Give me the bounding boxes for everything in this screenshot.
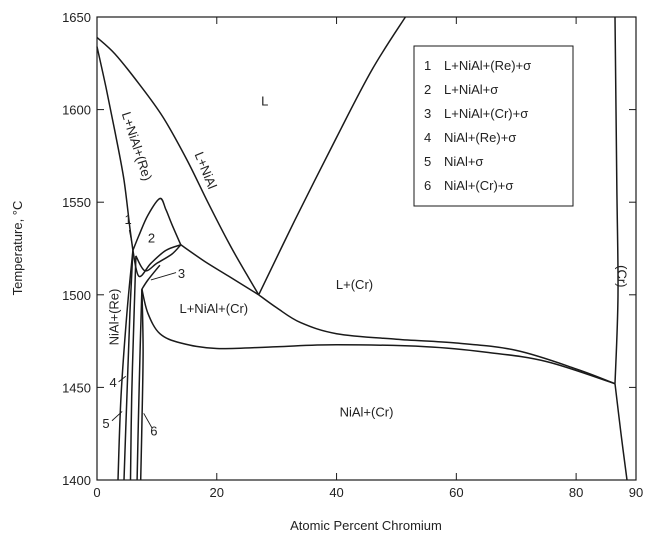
leader-1-line: [128, 229, 134, 249]
phase-boundary-liquidus-inner: [96, 46, 134, 251]
y-tick-label: 1500: [62, 288, 91, 303]
legend-entry-label: L+NiAl+(Cr)+σ: [444, 106, 528, 121]
leader-3-line: [150, 272, 177, 281]
region-label: L+NiAl+(Cr): [179, 301, 248, 316]
leader-6-line: [143, 413, 153, 429]
x-axis-title: Atomic Percent Chromium: [290, 518, 442, 533]
region-label: L+NiAl: [192, 150, 220, 192]
y-tick-label: 1550: [62, 195, 91, 210]
legend-entry-number: 3: [424, 106, 431, 121]
region-number-4: 4: [110, 375, 117, 390]
legend-entry-number: 6: [424, 178, 431, 193]
phase-boundary-sigma-3: [141, 264, 161, 290]
region-label: L+(Cr): [336, 277, 373, 292]
phase-boundary-boundary-v2: [123, 250, 134, 481]
x-tick-label: 20: [210, 485, 224, 500]
region-number-6: 6: [150, 423, 157, 438]
legend-entry-number: 4: [424, 130, 431, 145]
region-number-1: 1: [125, 212, 132, 227]
x-tick-label: 40: [329, 485, 343, 500]
phase-boundary-L-NiAl-Cr-upper: [180, 244, 260, 296]
phase-boundary-boundary-v1: [117, 250, 134, 481]
y-tick-label: 1450: [62, 380, 91, 395]
y-tick-label: 1400: [62, 473, 91, 488]
y-axis-title: Temperature, °C: [10, 201, 25, 296]
legend-entry-label: NiAl+(Cr)+σ: [444, 178, 513, 193]
legend-entry-number: 1: [424, 58, 431, 73]
region-label: L: [261, 94, 268, 109]
phase-boundary-L-Cr-liquidus: [258, 16, 407, 296]
phase-boundary-boundary-v3: [129, 255, 137, 481]
y-tick-label: 1600: [62, 103, 91, 118]
legend: 1 L+NiAl+(Re)+σ 2 L+NiAl+σ 3 L+NiAl+(Cr)+σ 4 Ni…: [413, 45, 574, 207]
legend-entry-label: L+NiAl+σ: [444, 82, 498, 97]
phase-boundary-Cr-phase-left: [614, 16, 619, 384]
x-tick-label: 0: [93, 485, 100, 500]
region-label: L+NiAl+(Re): [119, 110, 155, 183]
legend-entry-number: 2: [424, 82, 431, 97]
phase-boundary-sigma-2: [135, 244, 182, 272]
region-label: NiAl+(Cr): [340, 405, 394, 420]
legend-entry-number: 5: [424, 154, 431, 169]
plot-frame: [96, 16, 637, 481]
region-number-5: 5: [102, 416, 109, 431]
x-tick-label: 60: [449, 485, 463, 500]
region-label: (Cr): [615, 265, 630, 287]
legend-entry-label: NiAl+σ: [444, 154, 483, 169]
leader-5-line: [111, 411, 123, 422]
region-label: NiAl+(Re): [106, 289, 121, 346]
x-tick-label: 80: [569, 485, 583, 500]
region-number-3: 3: [178, 266, 185, 281]
phase-boundary-sigma-1: [132, 244, 182, 278]
phase-boundary-liquidus-outer: [96, 36, 260, 296]
phase-boundary-boundary-v4: [136, 289, 143, 481]
y-tick-label: 1650: [62, 10, 91, 25]
phase-boundary-Cr-phase-right: [614, 383, 628, 481]
phase-boundary-L-Cr-solidus: [258, 294, 616, 385]
legend-entry-label: NiAl+(Re)+σ: [444, 130, 516, 145]
leader-4-line: [118, 375, 127, 383]
region-number-2: 2: [148, 231, 155, 246]
phase-boundary-L-NiAl-lower: [132, 197, 182, 251]
phase-boundary-boundary-v5: [139, 289, 144, 481]
x-tick-label: 90: [629, 485, 643, 500]
legend-entry-label: L+NiAl+(Re)+σ: [444, 58, 531, 73]
phase-boundary-NiAl-Cr-solvus: [141, 289, 616, 385]
legend-box: [413, 45, 574, 207]
